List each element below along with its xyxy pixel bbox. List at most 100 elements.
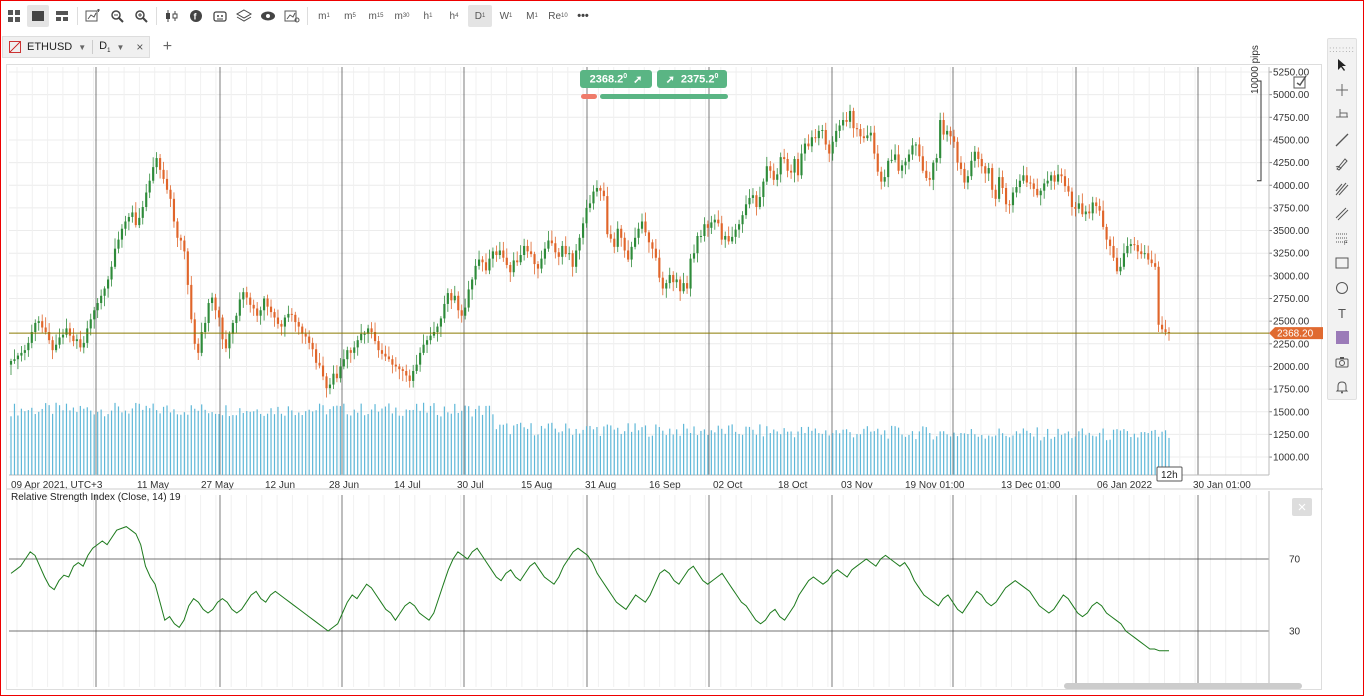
volume-bar: [852, 437, 855, 475]
volume-bar: [280, 413, 283, 475]
text-tool-icon[interactable]: T: [1329, 300, 1355, 325]
spread-bar-buy: [600, 94, 728, 99]
candle-body: [710, 222, 713, 228]
volume-bar: [1033, 436, 1035, 475]
candle-body: [131, 212, 134, 217]
chart-edit-corner-icon[interactable]: [1293, 74, 1309, 90]
candle-body: [328, 384, 332, 389]
volume-bar: [866, 426, 868, 475]
price-tick-label: 2000.00: [1273, 362, 1310, 373]
timeframe-m15[interactable]: m 15: [368, 10, 384, 22]
candle-body: [9, 361, 13, 365]
tab-timeframe[interactable]: D1: [99, 39, 111, 55]
add-tab-button[interactable]: +: [162, 38, 173, 55]
pen-icon[interactable]: [1329, 152, 1355, 177]
more-menu-button[interactable]: •••: [577, 10, 589, 22]
time-axis-label: 30 Jan 01:00: [1193, 480, 1251, 491]
candle-body: [748, 197, 751, 205]
buy-button[interactable]: ➚ 2375.20: [657, 70, 727, 88]
indicators-icon[interactable]: f: [185, 5, 207, 27]
cursor-arrow-icon[interactable]: [1329, 53, 1355, 78]
volume-bar: [312, 411, 314, 475]
trend-line-icon[interactable]: [1329, 127, 1355, 152]
candle-type-icon[interactable]: [161, 5, 183, 27]
price-tick-label: 4250.00: [1273, 158, 1310, 169]
volume-bar: [208, 413, 210, 475]
chart-edit-icon[interactable]: [281, 5, 303, 27]
volume-bar: [422, 402, 425, 475]
chart-settings-icon[interactable]: [82, 5, 104, 27]
candle-body: [1119, 266, 1122, 272]
price-tick-label: 1750.00: [1273, 385, 1310, 396]
layers-icon[interactable]: [233, 5, 255, 27]
volume-bar: [58, 405, 61, 475]
channel-icon[interactable]: [1329, 201, 1355, 226]
fibonacci-icon[interactable]: F: [1329, 226, 1355, 251]
volume-bar: [856, 434, 858, 475]
timeframe-m30[interactable]: m 30: [394, 10, 410, 22]
circle-icon[interactable]: [1329, 275, 1355, 300]
color-swatch-icon[interactable]: [1329, 325, 1355, 350]
alert-bell-icon[interactable]: [1329, 374, 1355, 399]
candle-body: [883, 177, 886, 182]
volume-bar: [1050, 438, 1052, 475]
candle-body: [595, 187, 599, 192]
zoom-out-icon[interactable]: [106, 5, 128, 27]
volume-bar: [610, 425, 612, 475]
sell-button[interactable]: 2368.20 ➚: [580, 70, 652, 88]
single-layout-icon[interactable]: [27, 5, 49, 27]
camera-icon[interactable]: [1329, 350, 1355, 375]
symbol-dropdown-icon[interactable]: ▼: [78, 42, 87, 52]
candle-body: [224, 339, 228, 349]
volume-bar: [176, 414, 179, 475]
candle-body: [190, 284, 193, 320]
drag-handle[interactable]: ::::::::: [1329, 44, 1355, 54]
timeframe-dropdown-icon[interactable]: ▼: [116, 42, 125, 52]
horizontal-scrollbar[interactable]: [1064, 683, 1302, 689]
layout-grid-icon[interactable]: [3, 5, 25, 27]
candle-body: [450, 293, 453, 301]
volume-bar: [343, 403, 345, 475]
crosshair-icon[interactable]: [1329, 78, 1355, 103]
volume-bar: [728, 425, 730, 475]
candle-body: [952, 136, 956, 142]
chart-area[interactable]: 5250.00 5000.00 4750.00 4500.00 4250.00 4000.…: [6, 64, 1323, 691]
rectangle-icon[interactable]: [1329, 251, 1355, 276]
candle-body: [89, 319, 92, 329]
close-indicator-button[interactable]: ×: [1292, 498, 1312, 516]
candle-body: [311, 342, 314, 350]
chart-canvas[interactable]: 5250.00 5000.00 4750.00 4500.00 4250.00 4000.…: [7, 65, 1323, 691]
candle-body: [588, 203, 592, 208]
candle-body: [887, 160, 890, 178]
visibility-eye-icon[interactable]: [257, 5, 279, 27]
close-tab-icon[interactable]: ×: [136, 40, 144, 54]
volume-bar: [228, 416, 231, 475]
tab-ethusd[interactable]: ETHUSD ▼ D1 ▼ ×: [2, 36, 151, 58]
measure-icon[interactable]: [1329, 102, 1355, 127]
pitchfork-icon[interactable]: [1329, 177, 1355, 202]
robot-icon[interactable]: [209, 5, 231, 27]
volume-bar: [648, 436, 650, 475]
volume-bar: [90, 410, 92, 475]
volume-bar: [253, 411, 255, 475]
volume-bar: [1057, 428, 1059, 475]
candle-body: [980, 158, 983, 167]
split-layout-icon[interactable]: [51, 5, 73, 27]
volume-bar: [946, 434, 948, 475]
candle-body: [380, 350, 384, 354]
volume-bar: [828, 435, 830, 475]
candle-body: [211, 297, 214, 304]
timeframe-renko10[interactable]: Re 10: [548, 10, 568, 22]
candle-body: [928, 178, 931, 180]
price-tick-label: 4750.00: [1273, 113, 1310, 124]
volume-bar: [662, 430, 664, 475]
zoom-in-icon[interactable]: [130, 5, 152, 27]
volume-bar: [367, 414, 369, 475]
